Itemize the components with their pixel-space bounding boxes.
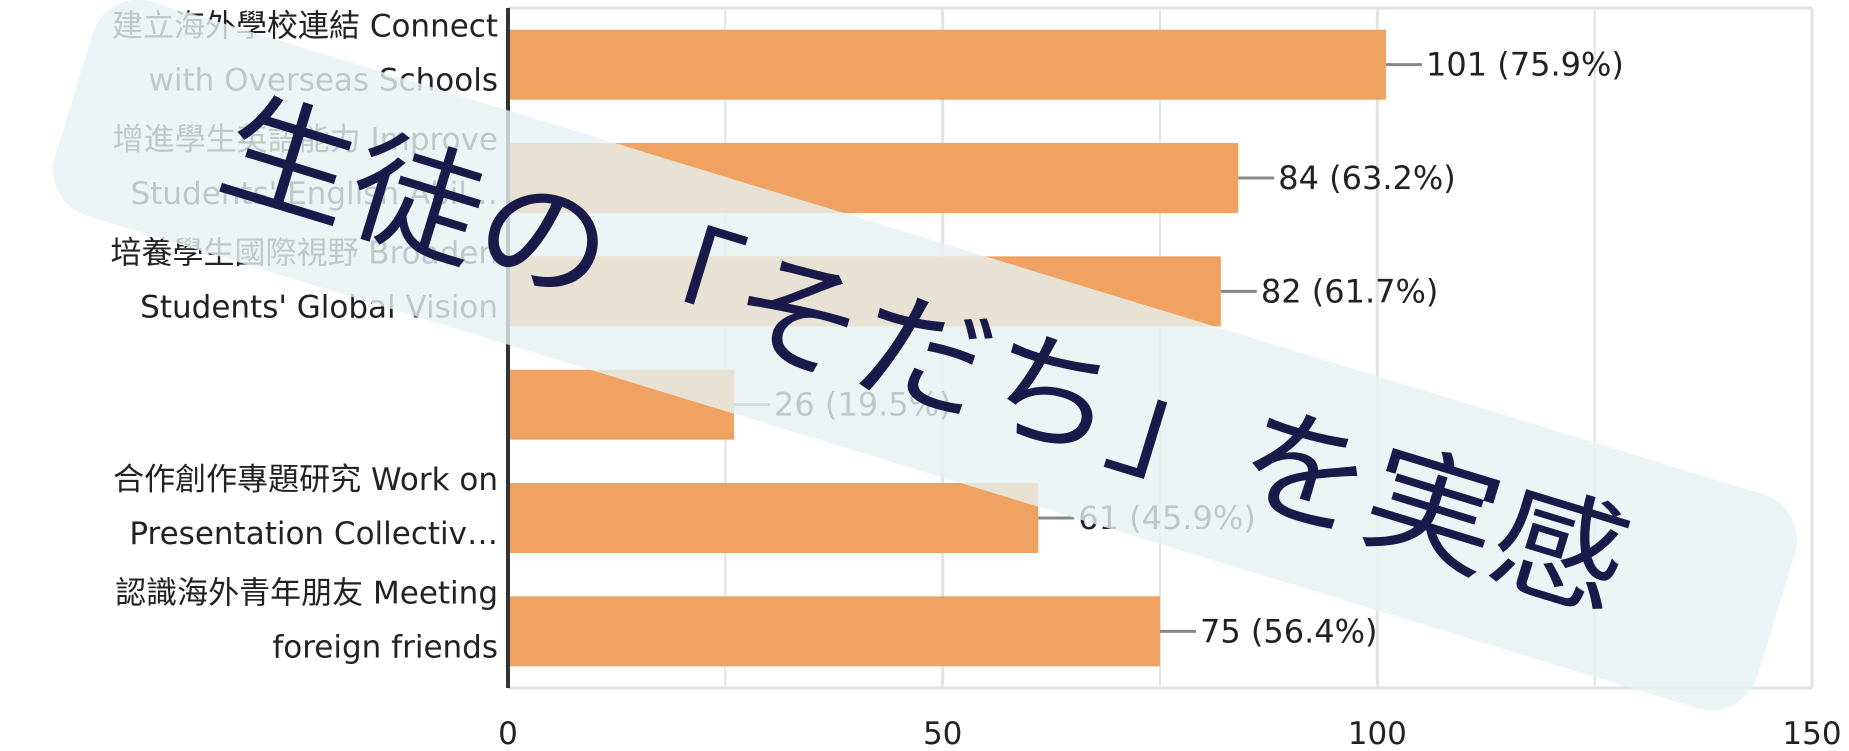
category-label: 認識海外青年朋友 Meeting [115, 575, 498, 611]
category-label: Presentation Collectiv… [129, 516, 498, 552]
overlay-band [53, 0, 1797, 711]
x-tick-label: 100 [1348, 716, 1407, 751]
bar [510, 596, 1160, 667]
value-label: 84 (63.2%) [1278, 159, 1456, 197]
value-label: 82 (61.7%) [1261, 272, 1439, 310]
bar [510, 29, 1387, 100]
x-tick-label: 150 [1782, 716, 1841, 751]
value-label: 101 (75.9%) [1426, 46, 1624, 84]
x-axis-ticks: 0 50 100 150 [498, 716, 1841, 751]
bar [510, 483, 1039, 553]
x-tick-label: 0 [498, 716, 518, 751]
grid-lines [508, 6, 1814, 690]
category-label: 合作創作專題研究 Work on [113, 462, 498, 498]
value-label: 75 (56.4%) [1200, 612, 1378, 650]
x-tick-label: 50 [923, 716, 962, 751]
category-label: foreign friends [272, 629, 498, 665]
